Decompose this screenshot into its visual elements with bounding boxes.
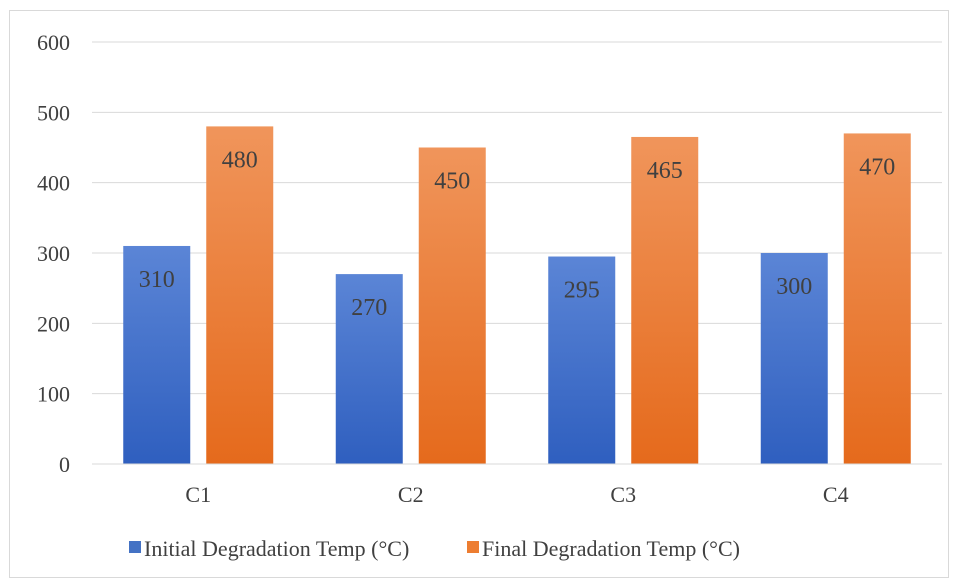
- bar-c2-series-1: [335, 274, 403, 464]
- y-tick-label: 300: [37, 241, 70, 266]
- data-label: 310: [139, 267, 175, 293]
- y-tick-label: 400: [37, 171, 70, 196]
- bar-c2-series-2: [418, 147, 486, 464]
- bars: [123, 126, 911, 465]
- bar-c3-series-1: [548, 256, 616, 464]
- data-label: 450: [434, 169, 470, 195]
- legend-swatch: [467, 541, 479, 553]
- bar-c4-series-1: [760, 253, 828, 464]
- x-category-label: C3: [610, 482, 636, 507]
- data-label: 295: [564, 278, 600, 304]
- data-label: 480: [222, 147, 258, 173]
- bar-c4-series-2: [843, 133, 911, 464]
- data-label: 300: [776, 274, 812, 300]
- data-label: 270: [351, 295, 387, 321]
- legend-label: Final Degradation Temp (°C): [482, 536, 740, 561]
- bar-c1-series-2: [206, 126, 274, 465]
- legend-label: Initial Degradation Temp (°C): [144, 536, 409, 561]
- legend: Initial Degradation Temp (°C) Final Degra…: [129, 536, 740, 561]
- x-axis-categories: C1 C2 C3 C4: [185, 482, 848, 507]
- y-tick-label: 200: [37, 311, 70, 336]
- y-axis-ticks: 0 100 200 300 400 500 600: [37, 30, 70, 477]
- bar-c1-series-1: [123, 245, 191, 464]
- x-category-label: C2: [398, 482, 424, 507]
- y-tick-label: 0: [59, 452, 70, 477]
- x-category-label: C4: [823, 482, 849, 507]
- data-labels: 310 480 270 450 295 465 300 470: [139, 147, 896, 321]
- bar-c3-series-2: [631, 136, 699, 464]
- legend-swatch: [129, 541, 141, 553]
- y-tick-label: 500: [37, 100, 70, 125]
- x-category-label: C1: [185, 482, 211, 507]
- y-tick-label: 100: [37, 382, 70, 407]
- data-label: 465: [647, 158, 683, 184]
- data-label: 470: [859, 154, 895, 180]
- y-tick-label: 600: [37, 30, 70, 55]
